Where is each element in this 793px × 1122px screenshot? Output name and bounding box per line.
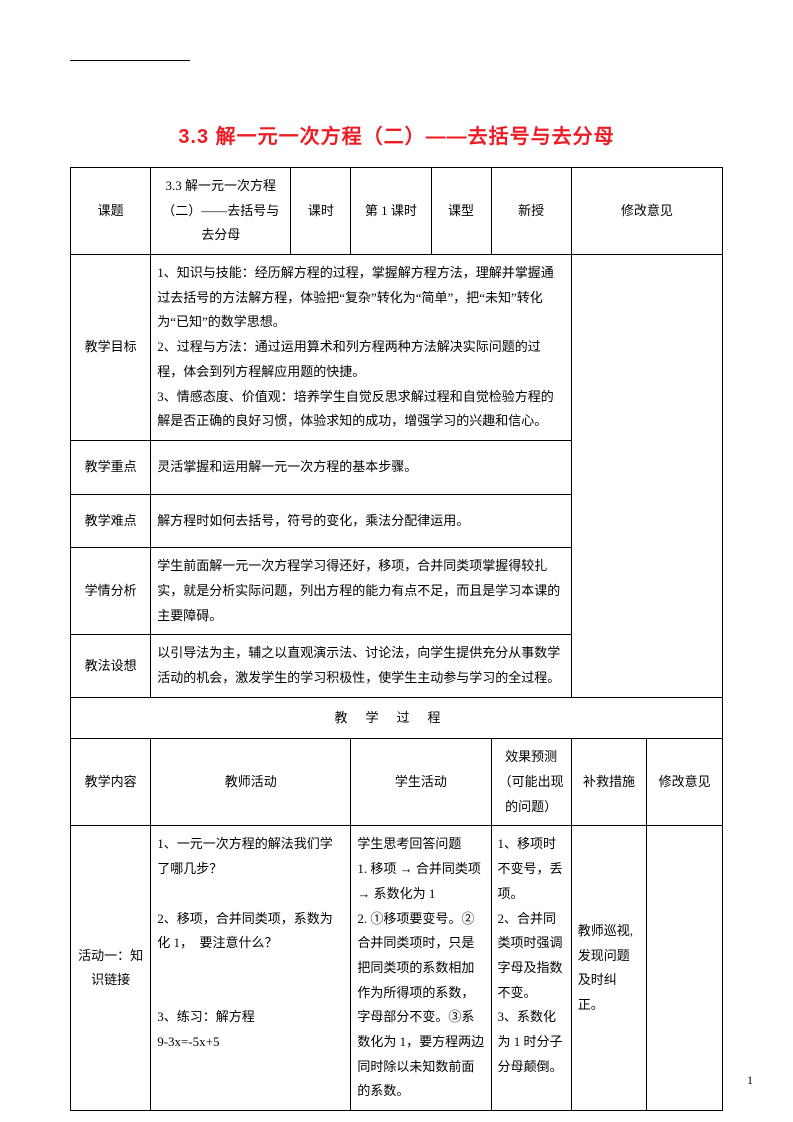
row-topic: 课题 3.3 解一元一次方程（二）——去括号与去分母 课时 第 1 课时 课型 … xyxy=(71,168,723,255)
row-activity-1: 活动一：知识链接 1、一元一次方程的解法我们学了哪几步？ 2、移项，合并同类项，… xyxy=(71,826,723,1111)
label-goals: 教学目标 xyxy=(71,255,151,441)
page: 3.3 解一元一次方程（二）——去括号与去分母 课题 3.3 解一元一次方程（二… xyxy=(0,0,793,1122)
document-title: 3.3 解一元一次方程（二）——去括号与去分母 xyxy=(70,120,723,149)
row-goals: 教学目标 1、知识与技能：经历解方程的过程，掌握解方程方法，理解并掌握通过去括号… xyxy=(71,255,723,441)
label-period: 课时 xyxy=(291,168,351,255)
page-number: 1 xyxy=(747,1073,753,1088)
col-modify: 修改意见 xyxy=(647,739,723,826)
value-topic: 3.3 解一元一次方程（二）——去括号与去分母 xyxy=(151,168,291,255)
label-topic: 课题 xyxy=(71,168,151,255)
row-process-header: 教学过程 xyxy=(71,697,723,739)
label-method: 教法设想 xyxy=(71,635,151,697)
label-modify: 修改意见 xyxy=(571,168,722,255)
label-difficulty: 教学难点 xyxy=(71,494,151,548)
row-process-cols: 教学内容 教师活动 学生活动 效果预测（可能出现的问题） 补救措施 修改意见 xyxy=(71,739,723,826)
col-content: 教学内容 xyxy=(71,739,151,826)
text-analysis: 学生前面解一元一次方程学习得还好，移项，合并同类项掌握得较扎实，就是分析实际问题… xyxy=(151,548,572,635)
text-difficulty: 解方程时如何去括号，符号的变化，乘法分配律运用。 xyxy=(151,494,572,548)
col-student: 学生活动 xyxy=(351,739,491,826)
col-teacher: 教师活动 xyxy=(151,739,351,826)
label-type: 课型 xyxy=(431,168,491,255)
activity1-remedy: 教师巡视,发现问题及时纠正。 xyxy=(571,826,647,1111)
process-header: 教学过程 xyxy=(71,697,723,739)
activity1-modify xyxy=(647,826,723,1111)
lesson-plan-table: 课题 3.3 解一元一次方程（二）——去括号与去分母 课时 第 1 课时 课型 … xyxy=(70,167,723,1111)
modify-blank-upper xyxy=(571,255,722,698)
activity1-effect: 1、移项时不变号，丢项。 2、合并同类项时强调字母及指数不变。 3、系数化为 1… xyxy=(491,826,571,1111)
value-period: 第 1 课时 xyxy=(351,168,431,255)
label-focus: 教学重点 xyxy=(71,440,151,494)
text-focus: 灵活掌握和运用解一元一次方程的基本步骤。 xyxy=(151,440,572,494)
text-goals: 1、知识与技能：经历解方程的过程，掌握解方程方法，理解并掌握通过去括号的方法解方… xyxy=(151,255,572,441)
activity1-teacher: 1、一元一次方程的解法我们学了哪几步？ 2、移项，合并同类项，系数为化 1， 要… xyxy=(151,826,351,1111)
col-remedy: 补救措施 xyxy=(571,739,647,826)
col-effect: 效果预测（可能出现的问题） xyxy=(491,739,571,826)
label-analysis: 学情分析 xyxy=(71,548,151,635)
activity1-student: 学生思考回答问题 1. 移项 → 合并同类项 → 系数化为 1 2. ①移项要变… xyxy=(351,826,491,1111)
top-rule xyxy=(70,60,190,61)
text-method: 以引导法为主，辅之以直观演示法、讨论法，向学生提供充分从事数学活动的机会，激发学… xyxy=(151,635,572,697)
value-type: 新授 xyxy=(491,168,571,255)
activity1-name: 活动一：知识链接 xyxy=(71,826,151,1111)
